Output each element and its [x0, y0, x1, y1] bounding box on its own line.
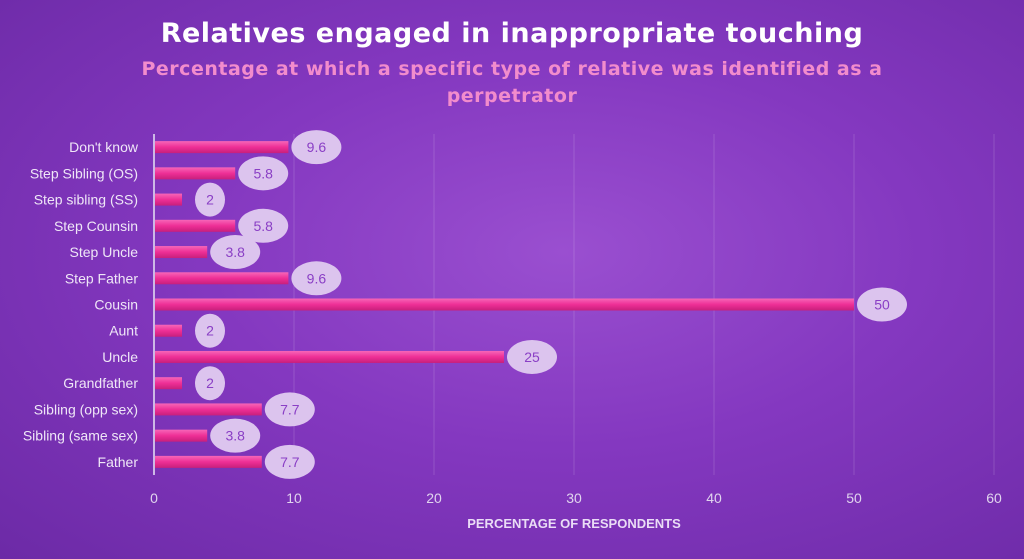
- x-tick-label: 40: [706, 490, 722, 506]
- x-tick-label: 10: [286, 490, 302, 506]
- bar: [155, 324, 182, 337]
- category-label: Don't know: [69, 139, 139, 155]
- chart-subtitle: Percentage at which a specific type of r…: [141, 58, 883, 107]
- bar: [155, 350, 504, 363]
- category-label: Sibling (opp sex): [34, 401, 138, 417]
- data-label-bubble: [195, 313, 225, 348]
- data-label: 7.7: [280, 401, 300, 417]
- data-label-bubble: [507, 339, 557, 374]
- data-label: 2: [206, 375, 214, 391]
- x-axis-label: PERCENTAGE OF RESPONDENTS: [467, 516, 681, 531]
- category-label: Step Father: [65, 270, 138, 286]
- data-label-bubble: [195, 366, 225, 401]
- bar: [155, 455, 262, 468]
- category-label: Step Sibling (OS): [30, 165, 138, 181]
- data-label: 9.6: [307, 139, 327, 155]
- bar: [155, 272, 289, 285]
- data-label: 3.8: [225, 428, 245, 444]
- bar: [155, 219, 236, 232]
- x-tick-label: 20: [426, 490, 442, 506]
- bar: [155, 193, 182, 206]
- category-label: Aunt: [109, 323, 138, 339]
- data-label: 25: [524, 349, 540, 365]
- category-label: Sibling (same sex): [23, 428, 138, 444]
- bar: [155, 246, 208, 259]
- bar: [155, 141, 289, 154]
- data-label: 2: [206, 192, 214, 208]
- bar: [155, 403, 262, 416]
- x-tick-label: 60: [986, 490, 1002, 506]
- chart-title: Relatives engaged in inappropriate touch…: [160, 18, 864, 49]
- x-tick-label: 50: [846, 490, 862, 506]
- bar: [155, 429, 208, 442]
- data-label-bubble: [264, 392, 315, 427]
- data-label: 5.8: [253, 218, 273, 234]
- data-label-bubble: [238, 208, 289, 243]
- bar: [155, 298, 854, 311]
- data-label-bubble: [210, 235, 261, 270]
- data-label-bubble: [857, 287, 907, 322]
- data-label: 5.8: [253, 165, 273, 181]
- x-tick-label: 0: [150, 490, 158, 506]
- category-label: Step Counsin: [54, 218, 138, 234]
- category-label: Grandfather: [63, 375, 138, 391]
- data-label-bubble: [291, 261, 342, 296]
- data-label-bubble: [264, 444, 315, 479]
- bar: [155, 167, 236, 180]
- category-label: Step sibling (SS): [34, 192, 138, 208]
- data-label-bubble: [195, 182, 225, 217]
- data-label-bubble: [210, 418, 261, 453]
- category-label: Step Uncle: [70, 244, 139, 260]
- category-label: Father: [98, 454, 139, 470]
- x-tick-label: 30: [566, 490, 582, 506]
- data-label: 3.8: [225, 244, 245, 260]
- category-label: Uncle: [102, 349, 138, 365]
- data-label-bubble: [238, 156, 289, 191]
- data-label: 50: [874, 297, 890, 313]
- bar: [155, 377, 182, 390]
- data-label: 7.7: [280, 454, 300, 470]
- data-label: 9.6: [307, 270, 327, 286]
- category-label: Cousin: [94, 297, 138, 313]
- data-label: 2: [206, 323, 214, 339]
- data-label-bubble: [291, 130, 342, 165]
